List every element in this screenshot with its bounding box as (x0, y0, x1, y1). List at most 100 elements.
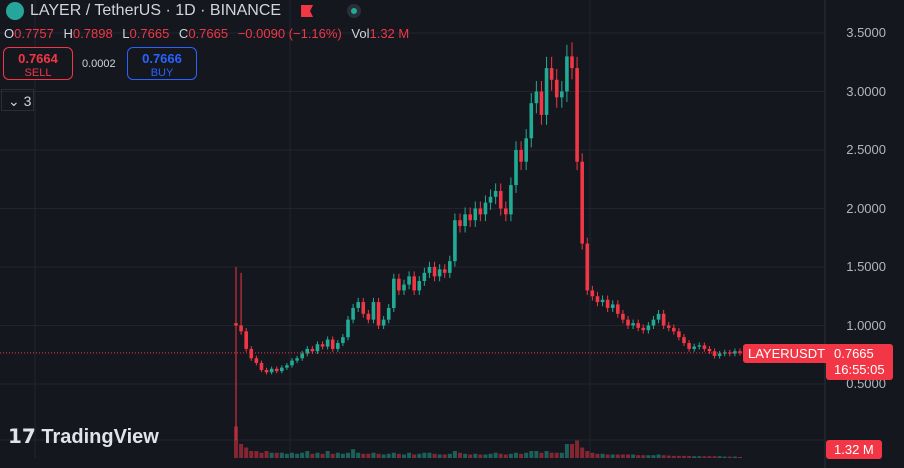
volume-bar (615, 454, 620, 458)
candle-body (539, 91, 544, 115)
candle-body (722, 352, 727, 354)
buy-button[interactable]: 0.7666 BUY (127, 47, 197, 80)
candle-body (514, 150, 518, 186)
candle-body (432, 267, 437, 277)
symbol-logo-icon (6, 2, 24, 20)
candle-body (234, 323, 238, 326)
candle-body (738, 351, 742, 353)
volume-bar (585, 451, 590, 458)
volume-bar (274, 452, 279, 458)
candle-body (707, 348, 712, 352)
tradingview-logo[interactable]: 𝟭𝟳 TradingView (8, 424, 159, 449)
volume-bar (391, 452, 396, 458)
volume-bar (687, 455, 692, 458)
candle-body (549, 68, 554, 80)
volume-bar (682, 455, 686, 458)
last-price-label: 0.7665 16:55:05 (826, 344, 893, 380)
candle-body (626, 319, 630, 326)
volume-bar (554, 452, 559, 458)
candle-body (554, 79, 559, 98)
volume-bar (422, 452, 427, 458)
candle-body (244, 331, 248, 349)
candle-body (666, 325, 671, 328)
candle-body (448, 261, 452, 273)
volume-bar (356, 452, 361, 458)
volume-bar (524, 452, 529, 458)
volume-bar (417, 453, 422, 458)
volume-bar (519, 453, 524, 458)
candle-body (560, 91, 564, 98)
candle-body (356, 302, 360, 308)
indicators-toggle[interactable]: ⌄ 3 (1, 89, 34, 111)
volume-bar (727, 456, 732, 458)
ohlc-legend: O0.7757 H0.7898 L0.7665 C0.7665 −0.0090 … (4, 26, 415, 41)
sell-label: SELL (24, 67, 52, 79)
volume-bar (346, 452, 350, 458)
volume-bar (315, 452, 320, 458)
volume-bar (493, 452, 498, 458)
volume-bar (330, 453, 335, 458)
candle-body (422, 272, 427, 282)
candle-body (412, 276, 416, 291)
volume-bar (427, 452, 432, 458)
symbol-title[interactable]: LAYER / TetherUS · 1D · BINANCE (30, 2, 282, 19)
candle-body (534, 91, 539, 104)
candle-body (290, 360, 294, 366)
candle-body (442, 269, 447, 273)
volume-bar (295, 453, 300, 458)
volume-bar (488, 453, 493, 458)
candle-body (310, 348, 315, 352)
volume-bar (580, 447, 585, 458)
volume-bar (559, 452, 564, 458)
candle-body (595, 296, 600, 303)
candle-body (656, 313, 661, 320)
candle-body (498, 190, 503, 209)
volume-bar (666, 455, 671, 458)
candle-body (325, 339, 330, 347)
volume-bar (447, 453, 452, 458)
volume-bar (595, 453, 600, 458)
chevron-down-icon: ⌄ (8, 93, 20, 109)
volume-bar (671, 455, 676, 458)
buy-price: 0.7666 (142, 51, 182, 66)
candle-body (519, 150, 523, 162)
volume-bar (636, 455, 641, 458)
candle-body (682, 337, 686, 344)
candle-body (437, 269, 442, 277)
volume-bar (269, 452, 274, 458)
volume-bar (539, 452, 544, 458)
candle-body (341, 337, 345, 344)
volume-bar (249, 451, 254, 458)
sell-button[interactable]: 0.7664 SELL (3, 47, 73, 80)
volume-bar (697, 456, 702, 458)
volume-bar (631, 454, 636, 458)
candle-body (488, 196, 493, 203)
bar-countdown: 16:55:05 (834, 362, 885, 377)
volume-bar (503, 454, 508, 458)
volume-bar (626, 454, 630, 458)
y-tick-label: 3.5000 (846, 25, 886, 40)
volume-bar (437, 454, 442, 458)
volume-bar (366, 453, 371, 458)
candle-body (544, 68, 549, 115)
close-label: C (178, 26, 189, 41)
volume-bar (284, 453, 289, 458)
market-status-icon[interactable] (347, 4, 362, 18)
candle-body (529, 103, 534, 139)
volume-bar (432, 453, 437, 458)
volume-bar (396, 453, 401, 458)
volume-bar (605, 454, 610, 458)
volume-bar (244, 447, 249, 458)
flag-icon[interactable] (301, 5, 314, 17)
volume-bar (549, 452, 554, 458)
candle-body (458, 220, 462, 227)
volume-bar (351, 449, 356, 458)
volume-bar (386, 453, 391, 458)
volume-bar (498, 453, 503, 458)
candle-body (280, 367, 284, 372)
candle-body (712, 351, 717, 356)
volume-bar (620, 454, 625, 458)
high-value: 0.7898 (72, 26, 113, 41)
candle-body (504, 208, 508, 215)
